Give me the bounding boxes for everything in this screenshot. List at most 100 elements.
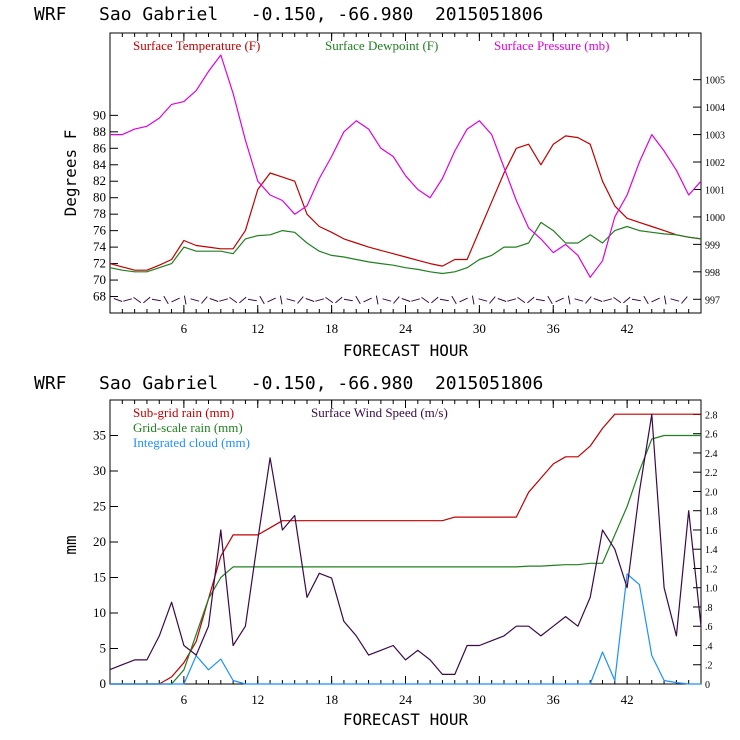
- wind-barb-icon: [613, 296, 622, 304]
- wind-barb-icon: [603, 298, 613, 302]
- wind-barb-icon: [555, 297, 564, 303]
- wind-barb-icon: [151, 298, 161, 302]
- series-line-grid-scale-rain-mm: [110, 434, 701, 685]
- x-tick-label: 18: [325, 692, 338, 707]
- x-axis-label: FORECAST HOUR: [343, 710, 469, 729]
- wind-barb-icon: [567, 295, 571, 305]
- y2-tick-label: 1004: [705, 103, 725, 114]
- x-tick-label: 42: [621, 692, 634, 707]
- series-line-surface-pressure-mb: [110, 54, 702, 278]
- wind-barb-icon: [247, 298, 257, 302]
- wind-barb-icon: [478, 298, 488, 302]
- legend-entry: Grid-scale rain (mm): [133, 420, 243, 435]
- wind-barb-icon: [229, 296, 238, 304]
- wind-barb-icon: [670, 298, 680, 302]
- x-tick-label: 18: [325, 321, 338, 336]
- y2-tick-label: 1005: [705, 76, 725, 87]
- wind-barb-icon: [393, 296, 400, 304]
- y-tick-label: 74: [93, 239, 107, 254]
- wind-barb-icon: [489, 296, 496, 304]
- y-tick-label: 70: [93, 272, 106, 287]
- wind-barb-icon: [375, 295, 379, 305]
- legend-entry: Integrated cloud (mm): [133, 435, 250, 450]
- y-tick-label: 82: [93, 173, 106, 188]
- wind-barb-icon: [507, 298, 517, 302]
- y-tick-label: 86: [93, 140, 107, 155]
- y2-tick-label: 1003: [705, 131, 725, 142]
- wind-barb-icon: [631, 298, 641, 302]
- chart-title-2: WRF Sao Gabriel -0.150, -66.980 20150518…: [34, 373, 543, 394]
- wind-barb-icon: [585, 296, 592, 304]
- chart-title-1: WRF Sao Gabriel -0.150, -66.980 20150518…: [34, 4, 543, 25]
- wind-barb-icon: [335, 296, 343, 304]
- legend-entry: Sub-grid rain (mm): [133, 405, 234, 420]
- y-tick-label: 10: [93, 605, 106, 620]
- y2-tick-label: 997: [705, 295, 720, 306]
- wind-barb-icon: [183, 295, 187, 305]
- x-tick-label: 42: [621, 321, 634, 336]
- y-tick-label: 80: [93, 190, 106, 205]
- y2-tick-label: 1.4: [705, 545, 718, 556]
- y2-tick-label: 1.0: [705, 584, 718, 595]
- y-tick-label: 90: [93, 107, 106, 122]
- wind-barb-icon: [663, 295, 667, 305]
- y2-tick-label: .8: [705, 603, 713, 614]
- wind-barb-icon: [315, 298, 325, 302]
- wind-barb-icon: [279, 295, 283, 305]
- series-line-surface-wind-speed-m-s: [109, 413, 702, 676]
- wind-barb-icon: [113, 298, 123, 302]
- wind-barb-icon: [643, 295, 649, 305]
- y2-tick-label: 999: [705, 240, 720, 251]
- wind-barb-icon: [123, 298, 133, 302]
- y-tick-label: 68: [93, 289, 106, 304]
- wind-barb-icon: [497, 298, 507, 302]
- x-tick-label: 30: [473, 321, 486, 336]
- y2-tick-label: 2.8: [705, 410, 718, 421]
- wind-barb-icon: [535, 298, 545, 302]
- y2-tick-label: 2.4: [705, 449, 718, 460]
- wind-barb-icon: [143, 296, 151, 304]
- y-tick-label: 15: [93, 570, 106, 585]
- plot-frame-1: [109, 32, 702, 314]
- wind-barb-icon: [190, 298, 200, 302]
- wind-barb-icon: [267, 297, 276, 303]
- y-tick-label: 78: [93, 206, 106, 221]
- wind-barb-icon: [163, 295, 169, 305]
- y-tick-label: 84: [93, 157, 107, 172]
- series-line-surface-temperature-f: [109, 135, 702, 271]
- wind-barb-icon: [421, 296, 430, 304]
- y2-tick-label: 2.0: [705, 487, 718, 498]
- wind-barb-icon: [201, 296, 208, 304]
- y2-tick-label: 998: [705, 268, 720, 279]
- wind-barb-icon: [133, 296, 142, 304]
- wind-barb-icon: [297, 296, 304, 304]
- x-tick-label: 24: [399, 692, 413, 707]
- wind-barb-icon: [574, 298, 584, 302]
- y2-tick-label: .4: [705, 641, 713, 652]
- legend-entry: Surface Pressure (mb): [494, 38, 610, 53]
- x-tick-label: 36: [547, 692, 561, 707]
- y2-tick-label: .6: [705, 622, 713, 633]
- x-axis-label: FORECAST HOUR: [343, 341, 469, 360]
- y-tick-label: 88: [93, 124, 106, 139]
- y-tick-label: 0: [100, 676, 107, 691]
- wind-barb-icon: [325, 296, 334, 304]
- y-tick-label: 76: [93, 223, 107, 238]
- wind-barb-icon: [343, 298, 353, 302]
- y-axis-label: Degrees F: [61, 130, 80, 217]
- wind-barb-icon: [431, 296, 439, 304]
- y-tick-label: 35: [93, 428, 106, 443]
- y2-tick-label: 1000: [705, 213, 725, 224]
- series-line-sub-grid-rain-mm: [110, 413, 701, 685]
- y2-tick-label: .2: [705, 661, 713, 672]
- y-tick-label: 5: [100, 641, 107, 656]
- y-tick-label: 20: [93, 534, 106, 549]
- wind-barb-icon: [517, 296, 526, 304]
- wind-barb-icon: [219, 298, 229, 302]
- wind-barb-icon: [623, 296, 631, 304]
- wind-barb-icon: [171, 297, 180, 303]
- y2-tick-label: 1.2: [705, 564, 718, 575]
- x-tick-label: 36: [547, 321, 561, 336]
- wind-barb-icon: [411, 298, 421, 302]
